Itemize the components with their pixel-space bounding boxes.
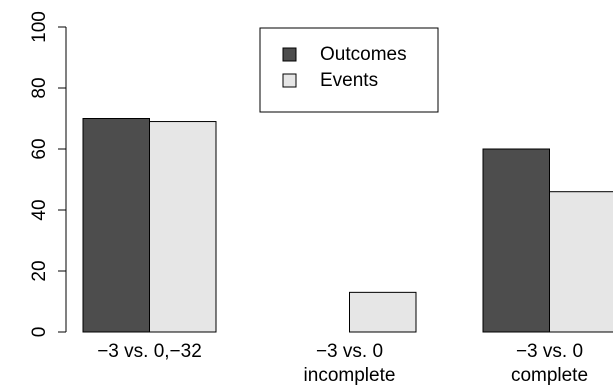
bars xyxy=(82,118,613,333)
x-category-label: incomplete xyxy=(304,365,396,386)
y-tick-label: 40 xyxy=(29,199,50,220)
legend: Outcomes Events xyxy=(259,27,439,113)
y-tick-label: 100 xyxy=(29,11,50,43)
x-category-label: −3 vs. 0,−32 xyxy=(97,341,202,362)
y-tick-label: 20 xyxy=(29,260,50,281)
y-tick-label: 60 xyxy=(29,138,50,159)
y-axis: 0 20 40 60 80 100 xyxy=(29,11,67,338)
legend-swatch-events xyxy=(282,73,297,88)
bar-outcomes-3 xyxy=(482,148,550,333)
legend-box xyxy=(259,27,439,113)
y-tick-label: 0 xyxy=(29,327,50,338)
y-tick-label: 80 xyxy=(29,77,50,98)
legend-label-outcomes: Outcomes xyxy=(320,44,407,65)
x-category-label: −3 vs. 0 xyxy=(316,341,383,362)
x-category-label: complete xyxy=(511,365,588,386)
legend-label-events: Events xyxy=(320,70,378,91)
bar-events-2 xyxy=(349,291,417,333)
bar-events-3 xyxy=(549,191,613,333)
bar-outcomes-1 xyxy=(82,118,150,333)
x-axis-labels: −3 vs. 0,−32 −3 vs. 0 incomplete −3 vs. 0 co… xyxy=(97,341,588,386)
bar-events-1 xyxy=(149,121,217,333)
x-category-label: −3 vs. 0 xyxy=(516,341,583,362)
legend-swatch-outcomes xyxy=(282,47,297,62)
